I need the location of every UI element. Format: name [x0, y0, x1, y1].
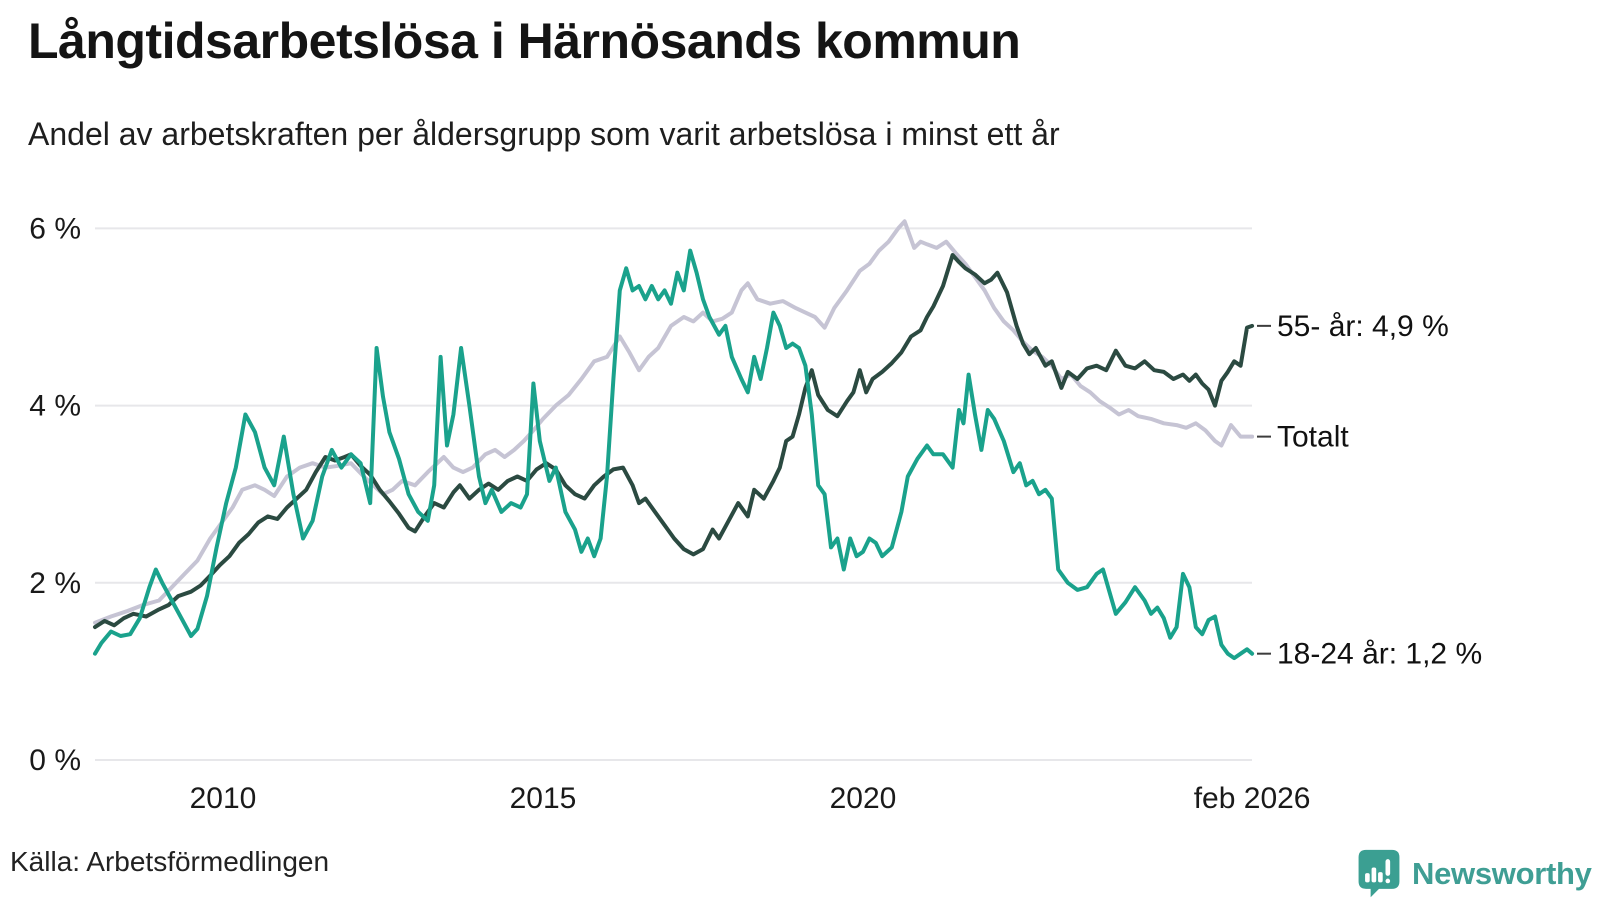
series-end-label: 18-24 år: 1,2 % — [1277, 638, 1482, 671]
x-tick-label: 2020 — [830, 782, 897, 815]
newsworthy-logo-text: Newsworthy — [1412, 856, 1592, 891]
series-end-label: Totalt — [1277, 421, 1349, 454]
y-tick-label: 6 % — [29, 212, 81, 245]
series-line-18-24-r — [93, 248, 1255, 661]
x-tick-label: feb 2026 — [1194, 782, 1311, 815]
y-tick-label: 0 % — [29, 744, 81, 777]
x-tick-label: 2010 — [190, 782, 257, 815]
newsworthy-logo-icon — [1358, 849, 1400, 898]
series-line-55-r — [93, 253, 1255, 630]
y-tick-label: 2 % — [29, 567, 81, 600]
y-tick-label: 4 % — [29, 390, 81, 423]
series-end-label: 55- år: 4,9 % — [1277, 310, 1449, 343]
x-tick-label: 2015 — [510, 782, 577, 815]
source-note: Källa: Arbetsförmedlingen — [10, 846, 330, 877]
chart-subtitle: Andel av arbetskraften per åldersgrupp s… — [28, 116, 1060, 152]
chart-title: Långtidsarbetslösa i Härnösands kommun — [28, 13, 1021, 69]
newsworthy-logo: Newsworthy — [1356, 848, 1592, 900]
